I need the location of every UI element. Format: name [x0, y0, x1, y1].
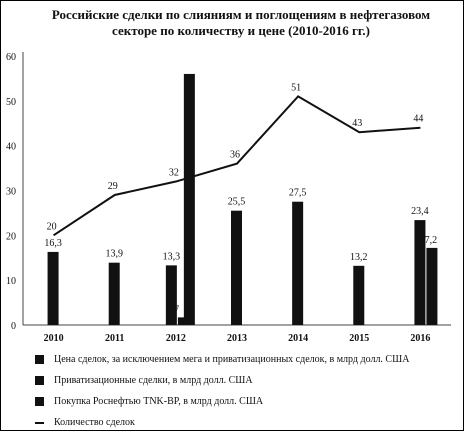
- legend-swatch-deal-value: [35, 355, 44, 364]
- bar-deal-value: [414, 220, 426, 325]
- legend-label-privatization: Приватизационные сделки, в млрд долл. СШ…: [54, 375, 253, 386]
- y-tick-label: 60: [6, 52, 16, 63]
- bar-deal-value: [47, 251, 59, 325]
- y-tick-label: 30: [6, 187, 16, 198]
- legend-label-deal-value: Цена сделок, за исключением мега и прива…: [54, 354, 410, 365]
- bar-privatization: [426, 247, 438, 325]
- legend-swatch-privatization: [35, 376, 44, 385]
- legend: Цена сделок, за исключением мега и прива…: [35, 349, 455, 433]
- data-label-deal-count: 36: [230, 150, 240, 161]
- bar-deal-value: [292, 201, 304, 325]
- bar-deal-value: [353, 265, 365, 325]
- bar-deal-value: [165, 265, 177, 325]
- chart-title-line-1: Российские сделки по слияниям и поглощен…: [51, 7, 431, 22]
- x-tick-label: 2015: [349, 333, 369, 344]
- data-label-deal-value: 25,5: [228, 197, 246, 208]
- bar-deal-value: [108, 262, 120, 325]
- y-tick-label: 0: [11, 321, 16, 332]
- y-tick-label: 10: [6, 276, 16, 287]
- data-label-deal-count: 20: [47, 221, 57, 232]
- legend-label-tnk-bp: Покупка Роснефтью TNK-BP, в млрд долл. С…: [54, 396, 264, 407]
- data-label-deal-value: 23,4: [411, 206, 429, 217]
- data-label-deal-count: 51: [291, 82, 301, 93]
- legend-item-privatization: Приватизационные сделки, в млрд долл. СШ…: [35, 370, 455, 391]
- x-tick-label: 2011: [105, 333, 124, 344]
- x-tick-label: 2010: [44, 333, 64, 344]
- legend-swatch-deal-count: [35, 421, 44, 424]
- x-tick-label: 2013: [227, 333, 247, 344]
- line-deal-count: [53, 95, 421, 237]
- legend-item-tnk-bp: Покупка Роснефтью TNK-BP, в млрд долл. С…: [35, 391, 455, 412]
- data-label-privatization: 7,2: [425, 235, 438, 246]
- data-label-deal-count: 29: [108, 181, 118, 192]
- data-label-deal-count: 32: [169, 168, 179, 179]
- chart-title-line-2: секторе по количеству и цене (2010-2016 …: [112, 23, 370, 38]
- x-tick-label: 2016: [410, 333, 430, 344]
- x-tick-label: 2012: [166, 333, 186, 344]
- data-label-deal-value: 13,2: [350, 252, 368, 263]
- data-label-privatization: 1,7: [167, 304, 180, 315]
- data-label-deal-value: 13,9: [105, 249, 123, 260]
- legend-label-deal-count: Количество сделок: [54, 417, 135, 428]
- legend-swatch-tnk-bp: [35, 397, 44, 406]
- bar-tnk-bp: [183, 73, 195, 325]
- legend-item-deal-count: Количество сделок: [35, 412, 455, 433]
- data-label-deal-value: 27,5: [289, 188, 307, 199]
- chart-title: Российские сделки по слияниям и поглощен…: [41, 7, 441, 39]
- data-label-deal-value: 13,3: [163, 251, 181, 262]
- data-label-deal-count: 43: [352, 118, 362, 129]
- y-tick-label: 40: [6, 142, 16, 153]
- x-tick-label: 2014: [288, 333, 308, 344]
- y-tick-label: 50: [6, 97, 16, 108]
- data-label-deal-count: 44: [413, 114, 423, 125]
- bar-deal-value: [231, 210, 242, 325]
- y-tick-label: 20: [6, 231, 16, 242]
- legend-item-deal-value: Цена сделок, за исключением мега и прива…: [35, 349, 455, 370]
- bar-privatization: [177, 317, 189, 325]
- data-label-deal-value: 16,3: [44, 238, 62, 249]
